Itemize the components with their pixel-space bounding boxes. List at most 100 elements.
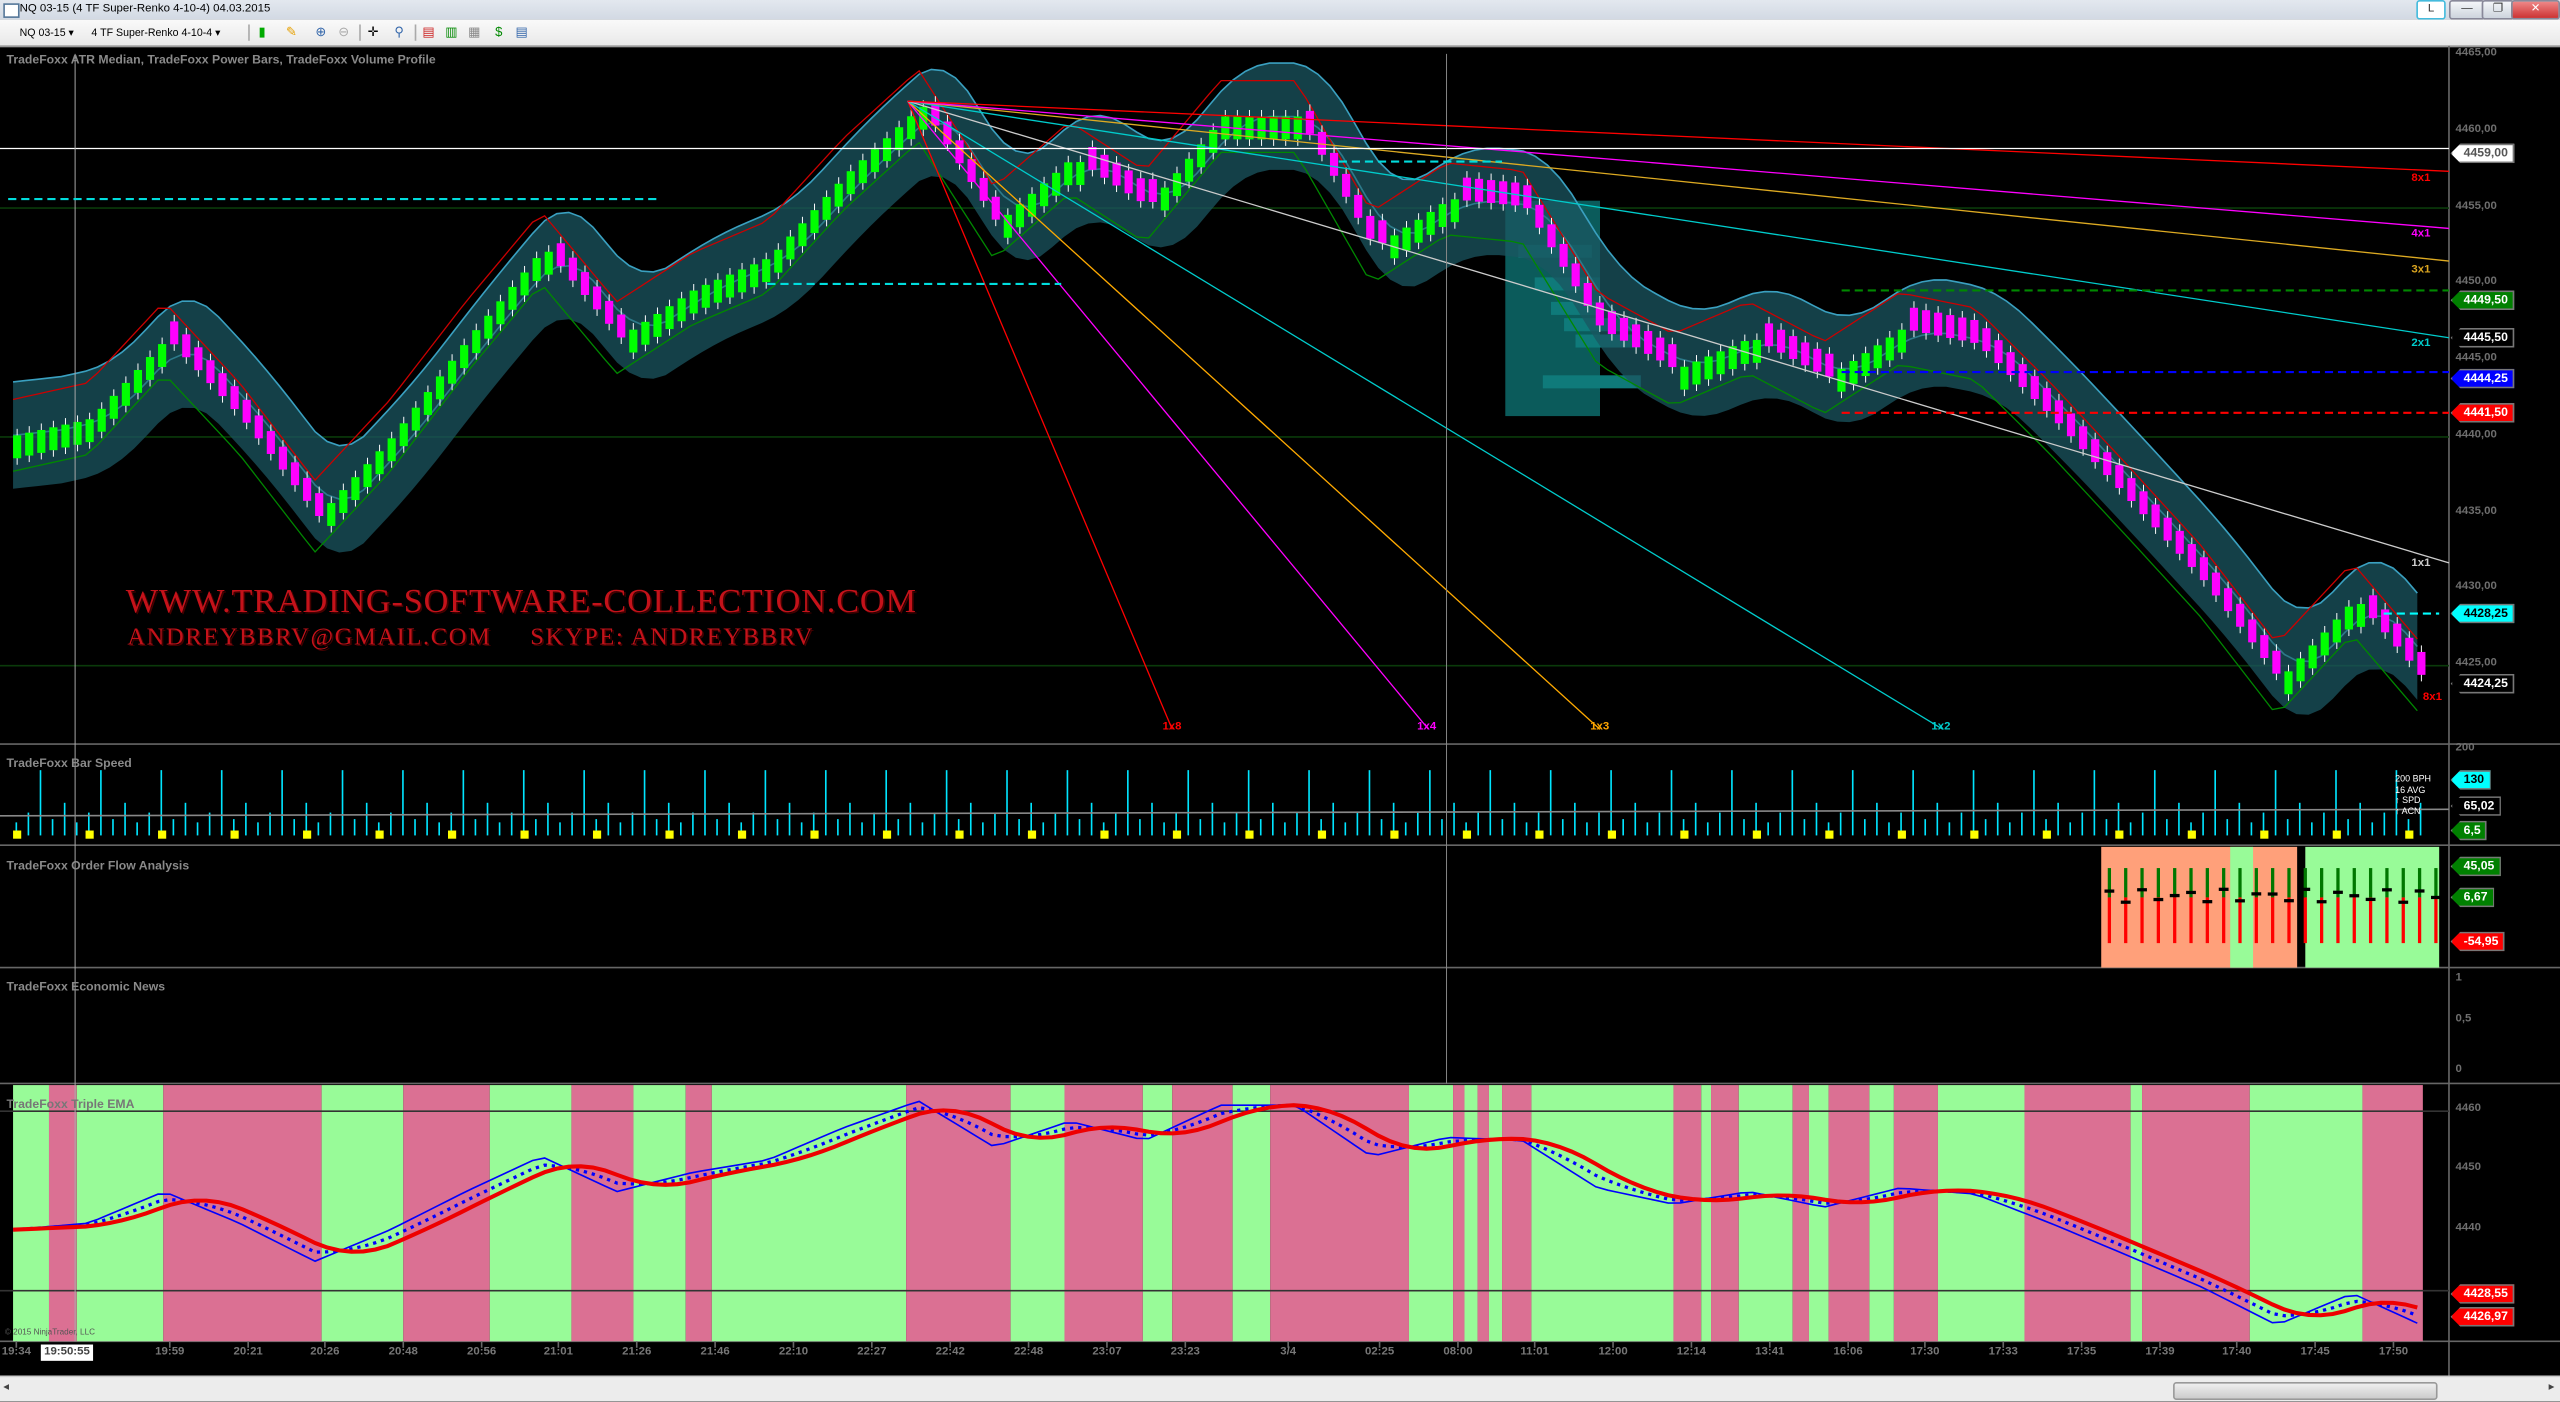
- down-renko-bar: [1994, 340, 2003, 364]
- up-renko-bar: [1245, 116, 1254, 140]
- bar-speed-marker: [1172, 830, 1182, 839]
- bullish-regime-stripe: [711, 1085, 907, 1342]
- time-axis-label: 23:23: [1170, 1346, 1200, 1358]
- down-renko-bar: [2006, 352, 2015, 376]
- up-renko-bar: [2332, 619, 2341, 643]
- chart-style-icon[interactable]: ▮: [258, 24, 266, 40]
- up-renko-bar: [798, 223, 807, 247]
- up-renko-bar: [1160, 187, 1169, 211]
- strategies-icon[interactable]: ▤: [422, 24, 435, 40]
- time-axis-label: 19:34: [1, 1346, 31, 1358]
- zoom-in-icon[interactable]: ⊕: [315, 24, 327, 40]
- bar-speed-marker: [1390, 830, 1399, 839]
- down-renko-bar: [2236, 603, 2245, 627]
- chart-properties-icon[interactable]: ▦: [468, 24, 481, 40]
- price-axis-label: 4450,00: [2455, 276, 2497, 288]
- bar-speed-marker: [882, 830, 892, 839]
- up-renko-bar: [1269, 116, 1278, 140]
- up-renko-bar: [1728, 346, 1737, 370]
- horizontal-scrollbar[interactable]: ◂ ▸: [0, 1375, 2560, 1402]
- bullish-regime-stripe: [1488, 1085, 1503, 1342]
- down-renko-bar: [1656, 337, 1665, 361]
- up-renko-bar: [774, 249, 783, 273]
- up-renko-bar: [375, 451, 384, 475]
- close-button[interactable]: ✕: [2511, 0, 2560, 20]
- down-renko-bar: [1366, 215, 1375, 239]
- order-flow-delta-mark: [2267, 892, 2278, 896]
- drawing-pencil-icon[interactable]: ✎: [285, 24, 297, 40]
- period-dropdown[interactable]: 4 TF Super-Renko 4-10-4 ▾: [91, 27, 221, 40]
- bearish-regime-stripe: [571, 1085, 634, 1342]
- down-renko-bar: [1571, 263, 1580, 287]
- bearish-regime-stripe: [1673, 1085, 1702, 1342]
- up-renko-bar: [1076, 162, 1085, 185]
- down-renko-bar: [2066, 413, 2076, 437]
- price-axis-label: 4455,00: [2455, 199, 2497, 212]
- up-renko-bar: [447, 360, 457, 384]
- up-renko-bar: [1716, 351, 1725, 375]
- up-renko-bar: [399, 423, 408, 447]
- up-renko-bar: [810, 210, 819, 234]
- time-axis-label: 20:26: [310, 1346, 340, 1358]
- down-renko-bar: [979, 177, 988, 201]
- price-marker-label: 4459,00: [2450, 143, 2515, 164]
- down-renko-bar: [1124, 170, 1133, 194]
- bearish-regime-stripe: [1711, 1085, 1739, 1342]
- down-renko-bar: [2091, 439, 2100, 463]
- down-renko-bar: [1631, 324, 1641, 348]
- crosshair-icon[interactable]: ✛: [367, 24, 379, 40]
- down-renko-bar: [1583, 282, 1592, 306]
- up-renko-bar: [846, 171, 855, 195]
- down-renko-bar: [1776, 329, 1786, 353]
- bar-speed-axis-label: 200: [2455, 742, 2475, 754]
- gann-fan-label: 1x3: [1590, 721, 1610, 733]
- down-renko-bar: [315, 493, 324, 517]
- zoom-out-icon[interactable]: ⊖: [338, 24, 350, 40]
- scroll-left-icon[interactable]: ◂: [3, 1382, 10, 1394]
- up-renko-bar: [713, 279, 722, 303]
- down-renko-bar: [1305, 110, 1314, 134]
- gann-fan-line: [907, 100, 2450, 262]
- down-renko-bar: [2127, 478, 2136, 501]
- indicators-icon[interactable]: ▥: [445, 24, 458, 40]
- dollar-icon[interactable]: $: [495, 24, 503, 40]
- down-renko-bar: [254, 415, 263, 439]
- price-marker-label: 4428,25: [2450, 603, 2515, 624]
- gann-fan-line: [907, 100, 1601, 730]
- down-renko-bar: [2260, 635, 2269, 658]
- down-renko-bar: [556, 243, 565, 267]
- scrollbar-thumb[interactable]: [2173, 1382, 2438, 1400]
- scroll-right-icon[interactable]: ▸: [2548, 1382, 2555, 1394]
- time-axis-label: 13:41: [1755, 1346, 1785, 1358]
- data-box-icon[interactable]: ▤: [515, 24, 528, 40]
- copyright: © 2015 NinjaTrader, LLC: [4, 1328, 96, 1338]
- window-title: NQ 03-15 (4 TF Super-Renko 4-10-4) 04.03…: [19, 3, 271, 15]
- news-axis-label: 1: [2455, 972, 2462, 984]
- magnifier-icon[interactable]: ⚲: [394, 24, 404, 40]
- up-renko-bar: [1209, 129, 1218, 153]
- up-renko-bar: [484, 315, 493, 339]
- down-renko-bar: [2163, 517, 2172, 541]
- time-axis-label: 20:48: [388, 1346, 418, 1358]
- down-renko-bar: [1474, 178, 1484, 202]
- up-renko-bar: [158, 344, 167, 367]
- up-renko-bar: [677, 298, 686, 322]
- time-axis-label: 17:39: [2145, 1346, 2175, 1358]
- up-renko-bar: [919, 106, 928, 130]
- instrument-dropdown[interactable]: NQ 03-15 ▾: [19, 27, 74, 40]
- up-renko-bar: [1873, 345, 1882, 369]
- down-renko-bar: [1342, 173, 1351, 197]
- bar-speed-legend: 200 BPH 16 AVG ↑ SPD ↑ ACN: [2395, 775, 2432, 817]
- cursor-time-label: 19:50:55: [40, 1344, 94, 1361]
- link-button[interactable]: L: [2416, 0, 2446, 20]
- down-renko-bar: [266, 431, 275, 454]
- up-renko-bar: [1426, 211, 1435, 235]
- down-renko-bar: [2417, 651, 2426, 675]
- price-axis-label: 4430,00: [2455, 581, 2497, 593]
- minimize-button[interactable]: —: [2448, 0, 2485, 20]
- up-renko-bar: [85, 419, 94, 443]
- bar-speed-marker: [1897, 830, 1906, 839]
- up-renko-bar: [2320, 632, 2329, 656]
- bearish-regime-stripe: [1270, 1085, 1409, 1342]
